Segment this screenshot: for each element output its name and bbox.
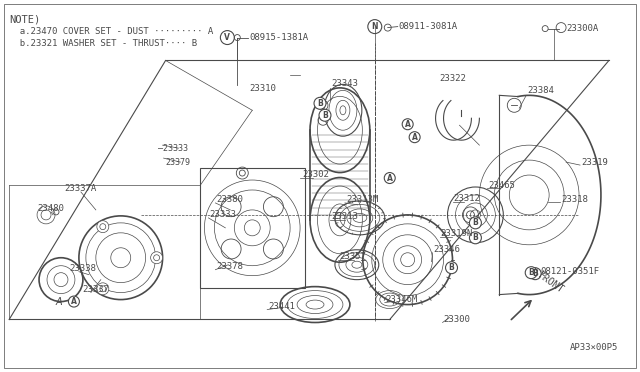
Text: 23343: 23343 bbox=[331, 79, 358, 88]
Text: 23338: 23338 bbox=[69, 264, 96, 273]
Text: 23379: 23379 bbox=[166, 158, 191, 167]
Circle shape bbox=[368, 20, 382, 33]
Text: 23337: 23337 bbox=[82, 285, 109, 294]
Text: A: A bbox=[404, 120, 411, 129]
Text: B: B bbox=[472, 218, 478, 227]
Text: 23300: 23300 bbox=[444, 315, 470, 324]
Circle shape bbox=[68, 296, 79, 307]
Circle shape bbox=[150, 252, 163, 264]
Circle shape bbox=[97, 283, 109, 295]
Text: 23312: 23312 bbox=[454, 195, 481, 203]
Text: 23441: 23441 bbox=[268, 302, 295, 311]
Text: AP33×00P5: AP33×00P5 bbox=[570, 343, 618, 352]
Text: b.23321 WASHER SET - THRUST···· B: b.23321 WASHER SET - THRUST···· B bbox=[9, 39, 197, 48]
Circle shape bbox=[384, 173, 396, 183]
Text: —23333: —23333 bbox=[157, 144, 188, 153]
Text: 23302: 23302 bbox=[302, 170, 329, 179]
Text: V: V bbox=[225, 33, 230, 42]
Text: 23319: 23319 bbox=[581, 158, 608, 167]
Text: 23378: 23378 bbox=[216, 262, 243, 271]
Circle shape bbox=[529, 268, 541, 280]
Text: 08121-0351F: 08121-0351F bbox=[540, 267, 599, 276]
Text: 23319N: 23319N bbox=[440, 229, 473, 238]
Circle shape bbox=[469, 232, 481, 244]
Text: 23337A: 23337A bbox=[64, 185, 96, 193]
Text: 08911-3081A: 08911-3081A bbox=[399, 22, 458, 31]
Circle shape bbox=[97, 221, 109, 232]
Text: 23357: 23357 bbox=[339, 252, 366, 261]
Circle shape bbox=[314, 97, 326, 109]
Text: 23346M: 23346M bbox=[386, 295, 418, 304]
Text: 23318: 23318 bbox=[561, 195, 588, 205]
Text: 08915-1381A: 08915-1381A bbox=[249, 33, 308, 42]
Text: 23333: 23333 bbox=[209, 211, 236, 219]
Text: 23313M: 23313M bbox=[346, 195, 378, 205]
Circle shape bbox=[445, 262, 458, 274]
Text: 23380: 23380 bbox=[216, 195, 243, 205]
Text: A: A bbox=[56, 296, 62, 307]
Circle shape bbox=[319, 109, 331, 121]
Text: B: B bbox=[532, 269, 538, 278]
Circle shape bbox=[469, 217, 481, 229]
Text: 23465: 23465 bbox=[488, 180, 515, 189]
Text: A: A bbox=[412, 133, 417, 142]
Circle shape bbox=[525, 267, 537, 279]
Text: 23346: 23346 bbox=[433, 245, 460, 254]
Text: a.23470 COVER SET - DUST ········· A: a.23470 COVER SET - DUST ········· A bbox=[9, 26, 213, 36]
Text: 23300A: 23300A bbox=[566, 24, 598, 33]
Circle shape bbox=[409, 132, 420, 143]
Text: FRONT: FRONT bbox=[536, 270, 566, 296]
Text: 23480: 23480 bbox=[37, 205, 64, 214]
Text: 23313: 23313 bbox=[331, 212, 358, 221]
Circle shape bbox=[402, 119, 413, 130]
Text: NOTE): NOTE) bbox=[9, 15, 40, 25]
Text: A: A bbox=[71, 297, 77, 306]
Text: N: N bbox=[372, 22, 378, 31]
Text: A: A bbox=[387, 173, 393, 183]
Text: B: B bbox=[322, 111, 328, 120]
Text: B: B bbox=[449, 263, 454, 272]
Text: 23310: 23310 bbox=[249, 84, 276, 93]
Circle shape bbox=[220, 31, 234, 45]
Bar bbox=[200, 168, 305, 288]
Text: 23384: 23384 bbox=[527, 86, 554, 95]
Text: B: B bbox=[472, 233, 478, 242]
Text: B: B bbox=[317, 99, 323, 108]
Text: B: B bbox=[529, 268, 534, 277]
Text: 23322: 23322 bbox=[440, 74, 467, 83]
